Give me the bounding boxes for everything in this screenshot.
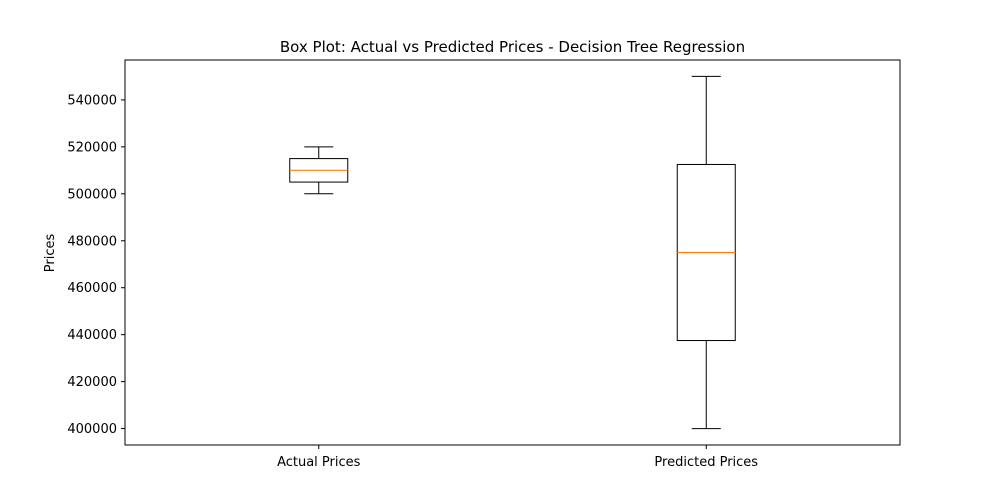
y-tick-label: 420000 bbox=[67, 375, 117, 390]
plot-area-frame bbox=[124, 59, 901, 446]
y-tick-label: 520000 bbox=[67, 140, 117, 155]
boxes bbox=[289, 75, 736, 430]
y-tick-label: 440000 bbox=[67, 328, 117, 343]
y-axis-ticks: 400000 420000 440000 460000 480000 500000 5200… bbox=[67, 93, 125, 437]
box-1 bbox=[289, 146, 349, 195]
y-tick-label: 400000 bbox=[67, 422, 117, 437]
x-tick-label: Actual Prices bbox=[277, 455, 361, 470]
box-2 bbox=[676, 75, 736, 430]
y-tick-label: 460000 bbox=[67, 281, 117, 296]
x-tick-label: Predicted Prices bbox=[654, 455, 758, 470]
y-tick-label: 480000 bbox=[67, 234, 117, 249]
chart-title: Box Plot: Actual vs Predicted Prices - D… bbox=[280, 38, 745, 56]
y-axis-label: Prices bbox=[43, 234, 58, 273]
x-axis-ticks: Actual Prices Predicted Prices bbox=[277, 445, 758, 470]
y-tick-label: 540000 bbox=[67, 93, 117, 108]
y-tick-label: 500000 bbox=[67, 187, 117, 202]
